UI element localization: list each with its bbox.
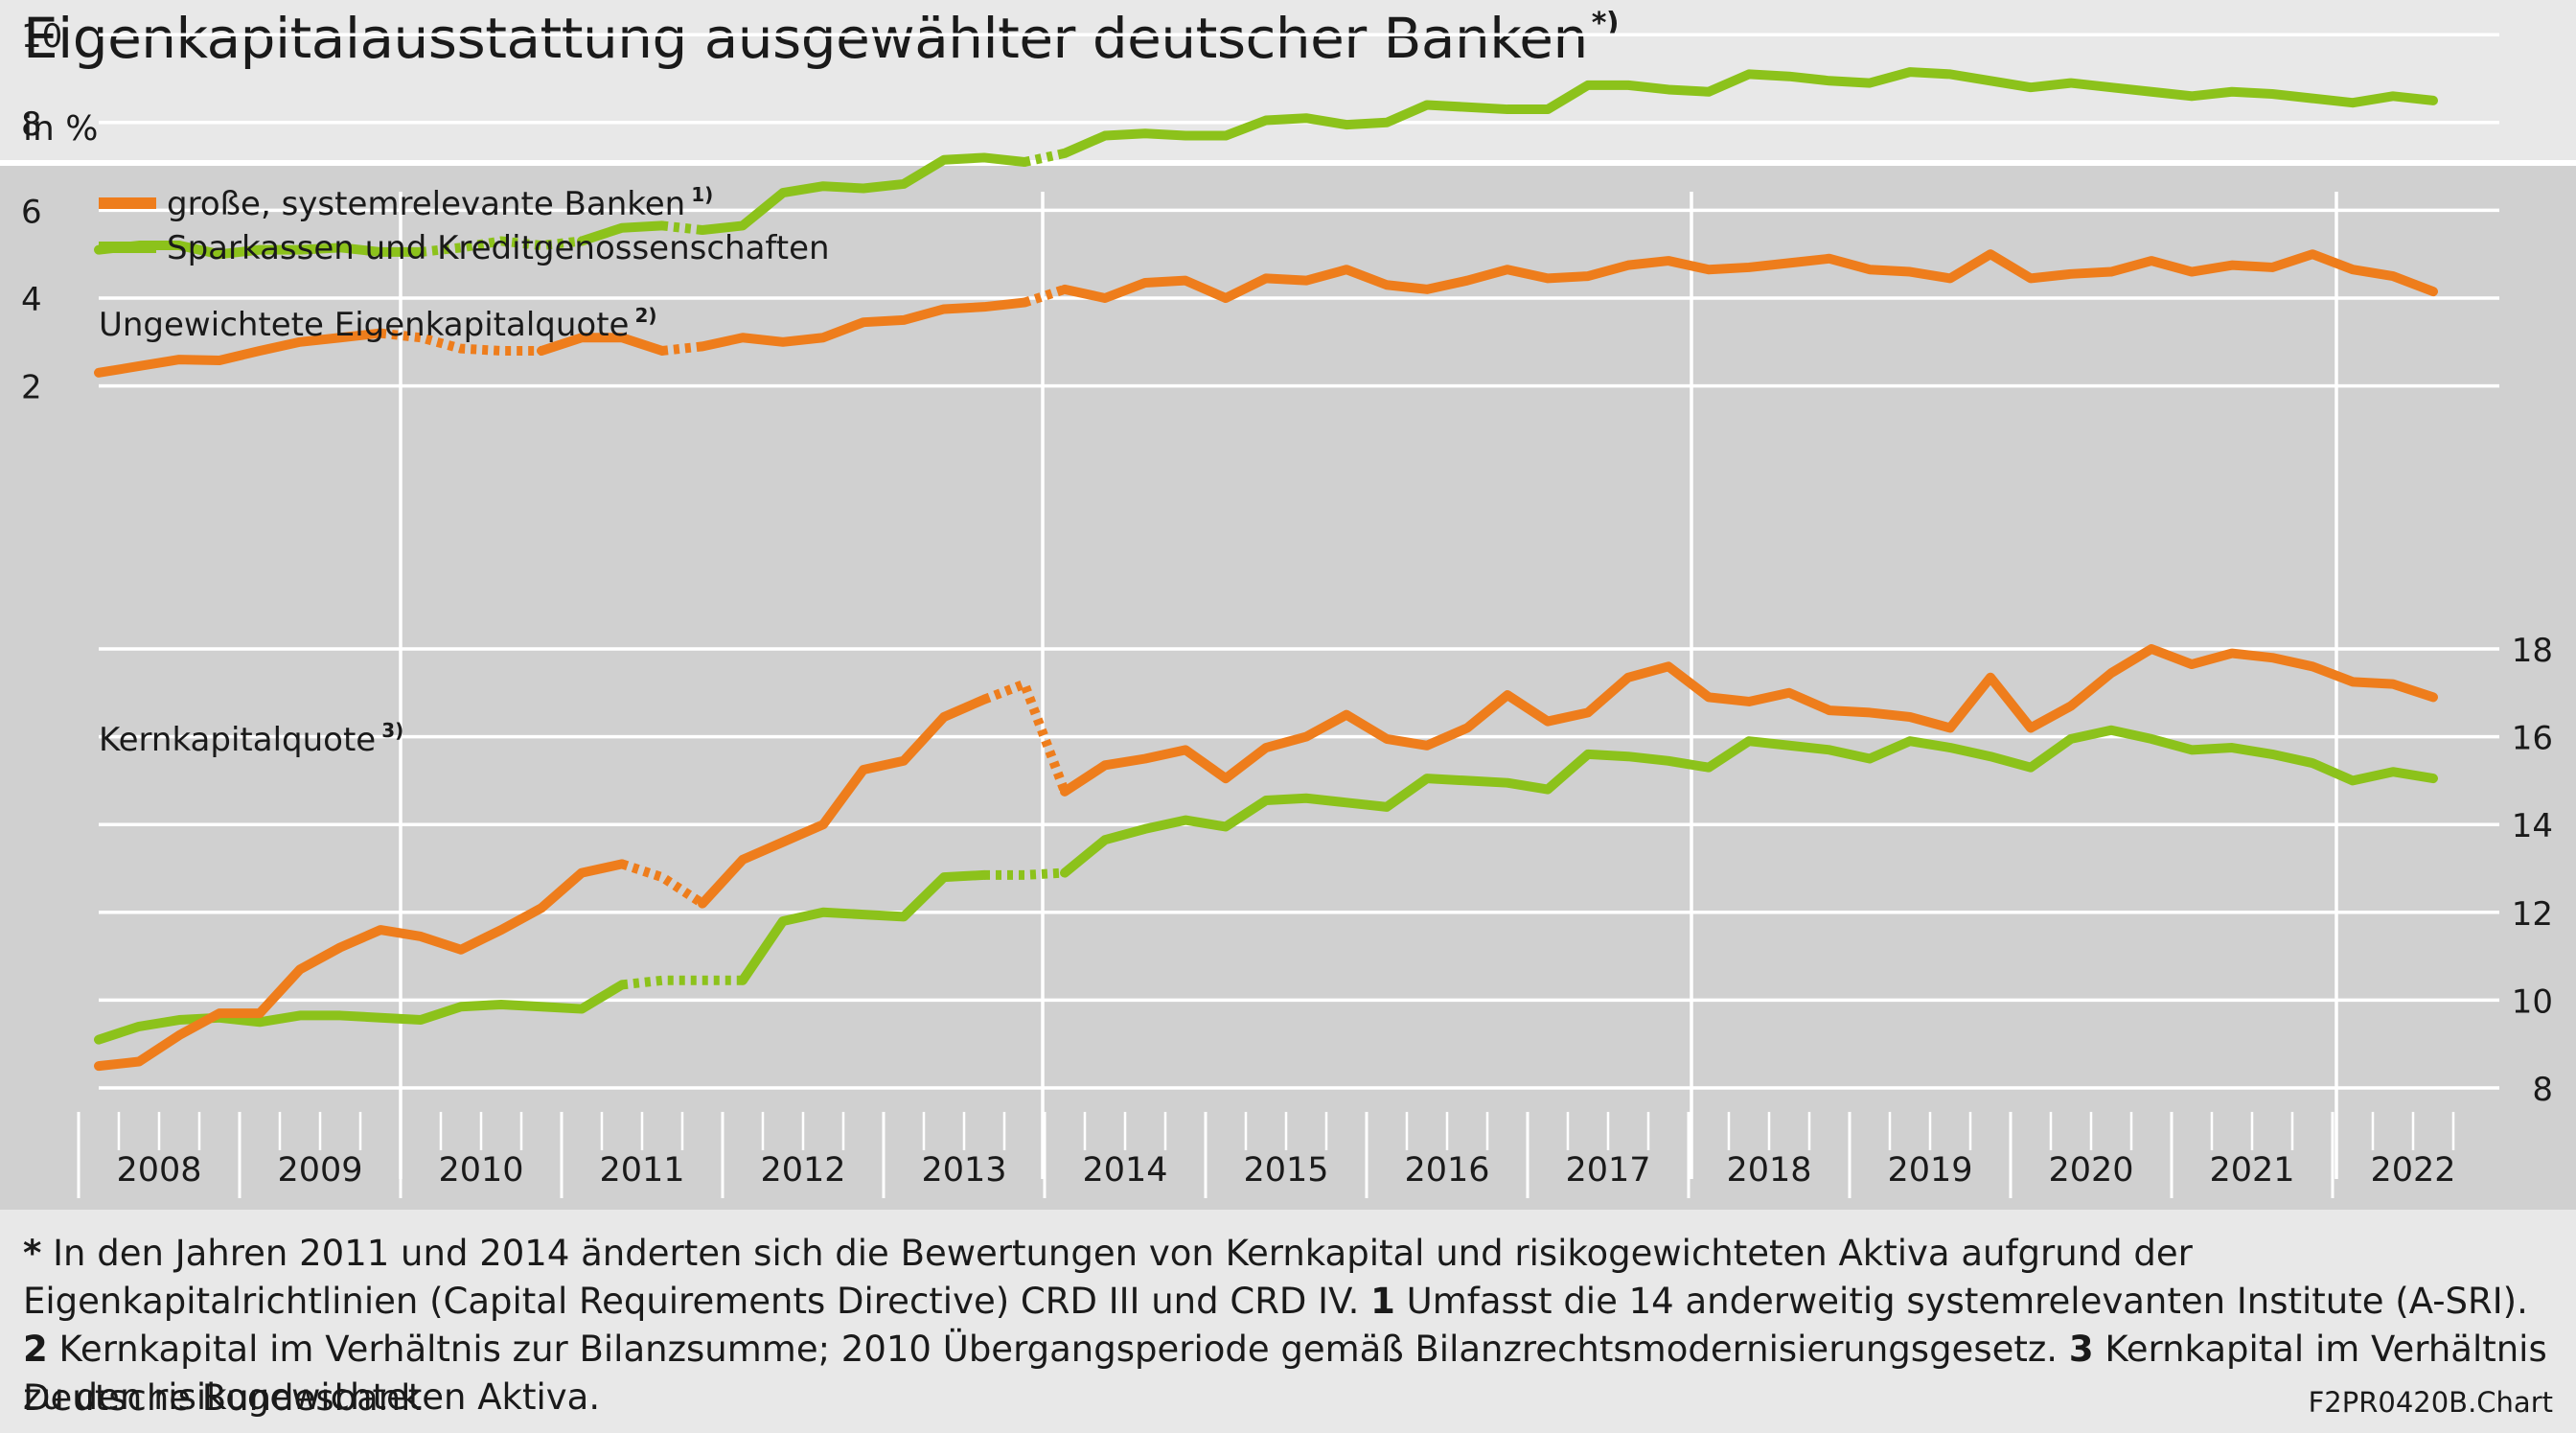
line-unweighted-large-banks-solid-segment — [698, 297, 1029, 352]
xtick-label-year: 2015 — [1243, 1151, 1328, 1190]
ytick-label-right: 18 — [2512, 632, 2553, 670]
line-unweighted-large-banks-dashed-segment — [380, 328, 541, 356]
line-tier1-savings-coops-solid-segment — [1060, 725, 2438, 878]
xtick-label-year: 2017 — [1565, 1151, 1650, 1190]
unit-label: in % — [23, 109, 99, 149]
xtick-label-year: 2021 — [2209, 1151, 2294, 1190]
line-unweighted-savings-coops-solid-segment — [698, 152, 1029, 236]
ytick-label-right: 10 — [2512, 982, 2553, 1021]
line-tier1-large-banks-dashed-segment — [620, 859, 705, 908]
panel-title-unweighted: Ungewichtete Eigenkapitalquote 2) — [99, 304, 657, 344]
line-unweighted-large-banks-solid-segment — [537, 333, 667, 356]
xtick-label-year: 2010 — [438, 1151, 523, 1190]
line-unweighted-large-banks-solid-segment — [94, 328, 385, 378]
chart-title: Eigenkapitalausstattung ausgewählter deu… — [23, 6, 1620, 71]
xtick-label-year: 2018 — [1726, 1151, 1811, 1190]
xtick-label-year: 2012 — [760, 1151, 845, 1190]
footnotes: * In den Jahren 2011 und 2014 änderten s… — [23, 1233, 2547, 1418]
xtick-label-year: 2013 — [921, 1151, 1006, 1190]
line-unweighted-savings-coops-dashed-segment — [420, 236, 583, 257]
ytick-label-right: 8 — [2532, 1071, 2553, 1109]
line-tier1-large-banks-solid-segment — [698, 694, 989, 909]
xtick-label-year: 2020 — [2048, 1151, 2133, 1190]
chart-code: F2PR0420B.Chart — [2308, 1386, 2553, 1419]
x-axis: 2008 2009 2010 2011 2012 2013 2014 2015 2016 2017… — [77, 1112, 2456, 1198]
xtick-label-year: 2016 — [1404, 1151, 1489, 1190]
ytick-label-left: 10 — [21, 17, 62, 56]
legend-label-savings-coops: Sparkassen und Kreditgenossenschaften — [167, 229, 830, 267]
line-tier1-savings-coops-solid-segment — [94, 980, 627, 1045]
xtick-label-year: 2011 — [599, 1151, 684, 1190]
line-tier1-large-banks-solid-segment — [1060, 644, 2438, 797]
xtick-label-year: 2008 — [116, 1151, 201, 1190]
xtick-label-year: 2019 — [1887, 1151, 1972, 1190]
line-tier1-savings-coops-dashed-segment — [984, 867, 1066, 880]
ytick-label-left: 6 — [21, 193, 42, 231]
legend: große, systemrelevante Banken 1) Sparkass… — [99, 183, 830, 267]
line-unweighted-savings-coops-solid-segment — [1060, 67, 2438, 158]
source-label: Deutsche Bundesbank — [23, 1377, 422, 1419]
line-tier1-large-banks-solid-segment — [94, 859, 627, 1072]
xtick-label-year: 2014 — [1082, 1151, 1167, 1190]
series-lines — [94, 67, 2438, 1072]
ytick-label-left: 2 — [21, 369, 42, 407]
line-tier1-large-banks-dashed-segment — [982, 679, 1070, 794]
xtick-label-year: 2022 — [2370, 1151, 2455, 1190]
panel-title-tier1: Kernkapitalquote 3) — [99, 719, 403, 759]
ytick-label-right: 14 — [2512, 807, 2553, 845]
tick-labels: 2 4 6 8 10 8 10 12 14 16 18 — [21, 17, 2553, 1109]
ytick-label-right: 16 — [2512, 720, 2553, 758]
legend-label-large-banks: große, systemrelevante Banken 1) — [167, 183, 713, 223]
ytick-label-left: 8 — [21, 105, 42, 144]
xtick-label-year: 2009 — [277, 1151, 362, 1190]
ytick-label-right: 12 — [2512, 895, 2553, 934]
line-unweighted-large-banks-solid-segment — [1060, 249, 2438, 303]
line-tier1-savings-coops-dashed-segment — [621, 975, 743, 990]
line-tier1-savings-coops-solid-segment — [738, 869, 989, 985]
line-unweighted-large-banks-dashed-segment — [1023, 285, 1067, 308]
line-unweighted-savings-coops-solid-segment — [577, 220, 667, 246]
ytick-label-left: 4 — [21, 281, 42, 319]
